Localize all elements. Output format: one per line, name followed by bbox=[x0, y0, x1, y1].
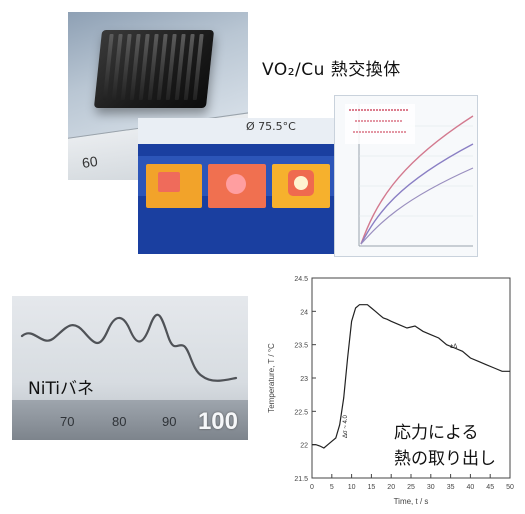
ruler-number: 70 bbox=[60, 414, 75, 429]
y-tick-label: 23 bbox=[300, 376, 308, 383]
ruler-number: 90 bbox=[162, 414, 177, 429]
x-axis-label: Time, t / s bbox=[394, 497, 429, 506]
x-tick-label: 20 bbox=[387, 484, 395, 491]
temperature-series bbox=[312, 304, 510, 449]
annotation-right: ±Δ bbox=[450, 344, 457, 350]
annotation-left: Δσ ~ 4.0 bbox=[343, 414, 349, 438]
ruler-number: 60 bbox=[80, 152, 99, 171]
ruler-number-large: 100 bbox=[197, 408, 238, 435]
niti-spring-photo: 70 80 90 100 bbox=[12, 296, 248, 440]
y-tick-label: 22.5 bbox=[294, 409, 308, 416]
heatsink-block bbox=[93, 30, 215, 108]
x-tick-label: 40 bbox=[467, 484, 475, 491]
cooling-chart-panel bbox=[334, 95, 478, 257]
vo2-cu-label: VO₂/Cu 熱交換体 bbox=[262, 60, 401, 80]
x-tick-label: 5 bbox=[330, 484, 334, 491]
ruler-number: 80 bbox=[112, 414, 127, 429]
x-tick-label: 50 bbox=[506, 484, 514, 491]
stress-label-line-2: 熱の取り出し bbox=[394, 449, 496, 469]
y-tick-label: 23.5 bbox=[294, 343, 308, 350]
heatsink-fin bbox=[192, 34, 204, 100]
niti-label: NiTiバネ bbox=[28, 379, 95, 399]
y-axis-label: Temperature, T / °C bbox=[267, 343, 276, 413]
y-tick-label: 22 bbox=[300, 443, 308, 450]
stress-label-line-1: 応力による bbox=[394, 423, 479, 443]
temperature-readout: Ø 75.5°C bbox=[246, 120, 296, 133]
y-tick-label: 24.5 bbox=[294, 276, 308, 283]
thermal-header-bar bbox=[138, 118, 336, 144]
temperature-time-chart: 21.5 22 22.5 23 23.5 24 24.5 0 5 10 15 20 25 30 35 40 4… bbox=[267, 276, 514, 506]
thermal-sample-2 bbox=[208, 164, 266, 208]
x-tick-label: 0 bbox=[310, 484, 314, 491]
x-tick-label: 35 bbox=[447, 484, 455, 491]
y-tick-label: 21.5 bbox=[294, 476, 308, 483]
y-tick-label: 24 bbox=[300, 309, 308, 316]
thermal-sample-3 bbox=[272, 164, 330, 208]
x-tick-label: 25 bbox=[407, 484, 415, 491]
thermal-sample-1 bbox=[146, 164, 202, 208]
niti-spring-wire bbox=[20, 313, 238, 382]
cooling-curves bbox=[345, 104, 474, 247]
thermal-image: Ø 75.5°C bbox=[138, 118, 336, 254]
stress-heat-label: 応力による 熱の取り出し bbox=[394, 420, 496, 472]
plot-frame bbox=[311, 277, 511, 479]
x-tick-label: 30 bbox=[427, 484, 435, 491]
niti-ruler: 70 80 90 100 bbox=[12, 400, 248, 440]
x-tick-label: 45 bbox=[486, 484, 494, 491]
x-tick-label: 15 bbox=[368, 484, 376, 491]
x-tick-label: 10 bbox=[348, 484, 356, 491]
